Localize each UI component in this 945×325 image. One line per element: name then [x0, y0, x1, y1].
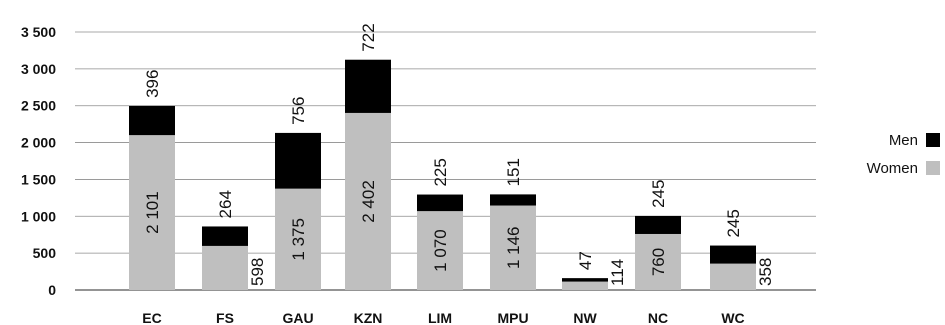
bar-men: [562, 278, 608, 282]
x-tick-label: LIM: [428, 310, 452, 325]
data-label-men: 756: [289, 97, 308, 125]
data-label-women: 598: [248, 258, 267, 286]
data-label-women: 760: [649, 248, 668, 276]
x-tick-label: WC: [721, 310, 744, 325]
data-label-women: 358: [756, 258, 775, 286]
bar-women: [345, 112, 391, 290]
data-label-women: 2 402: [359, 180, 378, 223]
bar-men: [635, 215, 681, 234]
data-label-women: 114: [608, 259, 627, 286]
bar-men: [490, 194, 536, 206]
bars: [129, 59, 756, 290]
data-labels: 396 2 101 264 598 756 1 375 722 2 402 225 1 070 15…: [143, 23, 775, 286]
bar-women: [275, 188, 321, 290]
y-tick-label: 500: [33, 245, 57, 261]
x-tick-label: GAU: [282, 310, 313, 325]
bar-men: [202, 226, 248, 246]
x-tick-label: MPU: [497, 310, 528, 325]
bar-men: [345, 59, 391, 113]
bar-men: [710, 245, 756, 264]
data-label-men: 264: [216, 190, 235, 218]
bar-men: [275, 132, 321, 189]
data-label-women: 1 375: [289, 218, 308, 261]
legend-label: Men: [889, 132, 918, 149]
data-label-men: 47: [576, 251, 595, 270]
x-tick-label: EC: [142, 310, 161, 325]
x-tick-label: KZN: [354, 310, 383, 325]
bar-women: [490, 205, 536, 290]
data-label-men: 396: [143, 70, 162, 98]
data-label-women: 2 101: [143, 191, 162, 234]
data-label-men: 225: [431, 158, 450, 186]
x-axis: EC FS GAU KZN LIM MPU NW NC WC: [142, 310, 744, 325]
data-label-men: 245: [649, 180, 668, 208]
bar-men: [129, 105, 175, 136]
legend-swatch: [926, 161, 940, 175]
y-tick-label: 1 000: [21, 208, 56, 224]
gridlines: [75, 31, 816, 291]
y-tick-label: 2 000: [21, 135, 56, 151]
bar-women: [710, 263, 756, 290]
y-tick-label: 2 500: [21, 98, 56, 114]
bar-men: [417, 194, 463, 212]
y-tick-label: 3 000: [21, 61, 56, 77]
bar-women: [635, 233, 681, 290]
legend-swatch: [926, 133, 940, 147]
bar-women: [129, 135, 175, 290]
x-tick-label: NC: [648, 310, 668, 325]
bar-women: [202, 245, 248, 290]
data-label-men: 245: [724, 209, 743, 237]
bar-women: [562, 281, 608, 290]
legend-label: Women: [867, 160, 918, 177]
data-label-women: 1 146: [504, 226, 523, 269]
y-tick-label: 0: [48, 282, 56, 298]
data-label-women: 1 070: [431, 229, 450, 272]
legend: Men Women: [867, 132, 940, 177]
data-label-men: 151: [504, 158, 523, 186]
x-tick-label: FS: [216, 310, 234, 325]
x-tick-label: NW: [573, 310, 597, 325]
y-axis: 0 500 1 000 1 500 2 000 2 500 3 000 3 500: [21, 24, 56, 298]
data-label-men: 722: [359, 23, 378, 51]
y-tick-label: 1 500: [21, 171, 56, 187]
y-tick-label: 3 500: [21, 24, 56, 40]
bar-women: [417, 211, 463, 290]
